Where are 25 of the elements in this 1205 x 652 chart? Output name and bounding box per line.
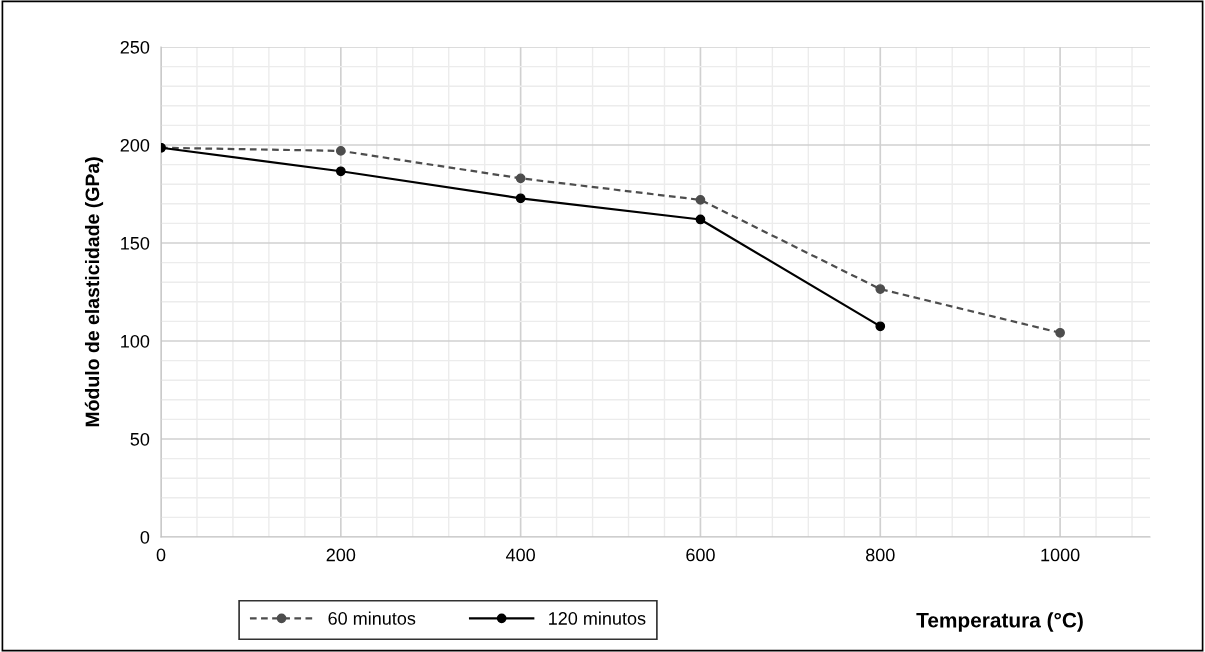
x-tick-label: 200 [326, 548, 356, 562]
point [335, 166, 346, 177]
point [515, 193, 526, 204]
x-axis-title: Temperatura (°C) [916, 612, 1083, 632]
point [335, 146, 346, 156]
x-tick-label: 800 [866, 548, 895, 562]
point [515, 173, 526, 184]
y-tick-label: 100 [121, 334, 150, 348]
point [695, 214, 706, 225]
legend-label: 120 minutos [549, 611, 646, 625]
y-tick-label: 200 [120, 138, 150, 152]
point [695, 195, 706, 205]
x-tick-label: 600 [686, 548, 715, 562]
point [1055, 327, 1065, 338]
legend-label: 60 minutos [328, 611, 416, 625]
x-tick-label: 0 [156, 548, 166, 562]
x-tick-label: 400 [505, 548, 535, 562]
y-tick-label: 50 [130, 432, 150, 446]
x-tick-label: 1000 [1041, 548, 1080, 562]
point [875, 284, 886, 294]
y-tick-label: 150 [121, 236, 150, 250]
point [875, 321, 886, 332]
y-tick-label: 0 [140, 530, 150, 544]
y-axis-title: Módulo de elasticidade (GPa) [84, 157, 104, 427]
y-tick-label: 250 [120, 40, 150, 54]
